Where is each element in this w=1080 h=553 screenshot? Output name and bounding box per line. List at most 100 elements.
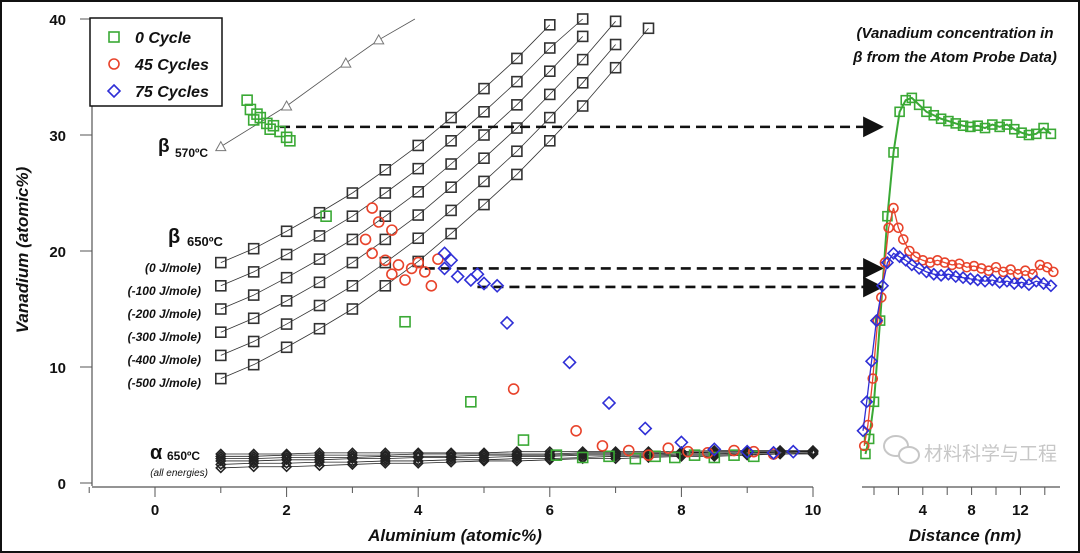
legend-label-75-cycles: 75 Cycles [135, 84, 209, 101]
beta650-point [346, 256, 359, 269]
point-75-cycles [766, 445, 781, 460]
profile-point-45-cycles [904, 245, 915, 257]
beta650-point [379, 233, 392, 246]
profile-point-45-cycles [888, 202, 899, 214]
x-axis-label-left: Aluminium (atomic%) [367, 526, 542, 545]
beta650-point [478, 82, 490, 95]
watermark: 材料科学与工程 [883, 435, 1057, 465]
beta650-curve [215, 18, 556, 269]
x-tick-label: 6 [546, 502, 554, 519]
point-45-cycles [412, 256, 425, 269]
profile-point-0-cycle [1038, 122, 1049, 134]
point-45-cycles [392, 259, 405, 271]
profile-point-45-cycles [924, 257, 936, 268]
profile-point-75-cycles [985, 273, 999, 287]
point-45-cycles [366, 202, 378, 214]
profile-point-75-cycles [1014, 275, 1029, 289]
point-45-cycles [359, 233, 372, 246]
beta650-point [215, 279, 227, 292]
beta650-point [412, 186, 425, 198]
legend-label-0-cycle: 0 Cycle [135, 30, 191, 47]
profile-point-75-cycles [1029, 274, 1043, 288]
profile-point-75-cycles [919, 265, 934, 279]
profile-point-45-cycles [1005, 264, 1016, 275]
beta650-point [642, 22, 655, 35]
beta650-point [543, 65, 556, 77]
watermark-text: 材料科学与工程 [924, 443, 1057, 465]
beta650-point [346, 303, 359, 315]
energy-label: (-100 J/mole) [128, 284, 201, 298]
profile-point-0-cycle [928, 109, 940, 121]
point-75-cycles [499, 315, 515, 331]
energy-label: (-400 J/mole) [128, 353, 201, 367]
x-tick-label: 4 [414, 502, 423, 519]
point-75-cycles [740, 444, 755, 459]
beta650-point [445, 135, 457, 147]
point-45-cycles [418, 266, 431, 278]
beta570-point [339, 57, 352, 68]
beta650-point [576, 77, 589, 89]
alpha650-point [807, 444, 819, 457]
profile-point-0-cycle [943, 115, 954, 127]
profile-point-0-cycle [1045, 128, 1057, 140]
beta650-symbol: β [168, 226, 180, 248]
profile-point-75-cycles [886, 246, 901, 260]
arrows [280, 116, 884, 298]
legend-marker-45-cycles [108, 58, 120, 70]
alpha650-point [412, 447, 424, 459]
beta650-subscript: 650ºC [187, 234, 223, 249]
profile-point-0-cycle [1016, 127, 1027, 138]
beta650-point [247, 312, 260, 325]
point-75-cycles [638, 421, 653, 436]
profile-point-75-cycles [864, 354, 879, 368]
point-45-cycles [386, 268, 398, 281]
profile-point-45-cycles [998, 266, 1009, 278]
point-0-cycle [465, 395, 477, 408]
profile-point-75-cycles [905, 258, 919, 272]
profile-point-75-cycles [869, 313, 884, 328]
beta570-point [280, 99, 293, 111]
x-tick-label-right: 4 [919, 502, 928, 519]
beta650-point [609, 15, 622, 28]
point-45-cycles [642, 449, 655, 461]
x-tick-label: 2 [282, 502, 290, 519]
point-75-cycles [601, 395, 617, 411]
point-45-cycles [662, 442, 675, 455]
beta650-curve-line [220, 21, 616, 333]
profile-point-75-cycles [912, 261, 926, 276]
alpha650-point [280, 448, 293, 460]
series-75-cycles [437, 246, 801, 460]
profile-point-75-cycles [978, 274, 992, 288]
profile-point-75-cycles [1044, 279, 1058, 293]
alpha650-point [346, 447, 359, 459]
profile-point-45-cycles [893, 222, 904, 234]
y-tick-label: 0 [58, 476, 66, 493]
annotation-line2: β from the Atom Probe Data) [852, 49, 1057, 66]
profile-point-75-cycles [856, 424, 870, 438]
profile-point-0-cycle [987, 119, 998, 130]
profile-0-cycle [860, 92, 1057, 460]
profile-point-0-cycle [894, 106, 905, 118]
beta650-point [379, 256, 392, 269]
point-0-cycle [320, 210, 332, 222]
beta650-point [346, 187, 359, 199]
beta650-point [445, 204, 457, 217]
beta650-point [280, 295, 293, 307]
beta650-point [247, 289, 260, 301]
beta650-point [247, 242, 260, 255]
beta650-point [379, 279, 392, 292]
profile-point-0-cycle [972, 120, 984, 132]
profile-point-45-cycles [932, 254, 943, 266]
beta570-point [372, 33, 385, 45]
point-75-cycles [437, 246, 452, 261]
point-75-cycles [674, 435, 689, 450]
profile-point-45-cycles [917, 254, 929, 266]
point-45-cycles [386, 224, 398, 236]
beta650-point [511, 168, 523, 181]
profile-point-0-cycle [994, 121, 1005, 133]
profile-point-75-cycles [949, 269, 963, 284]
beta650-point [543, 18, 556, 31]
wechat-icon [883, 435, 920, 464]
profile-point-0-cycle [965, 121, 976, 133]
point-0-cycle [274, 125, 286, 138]
